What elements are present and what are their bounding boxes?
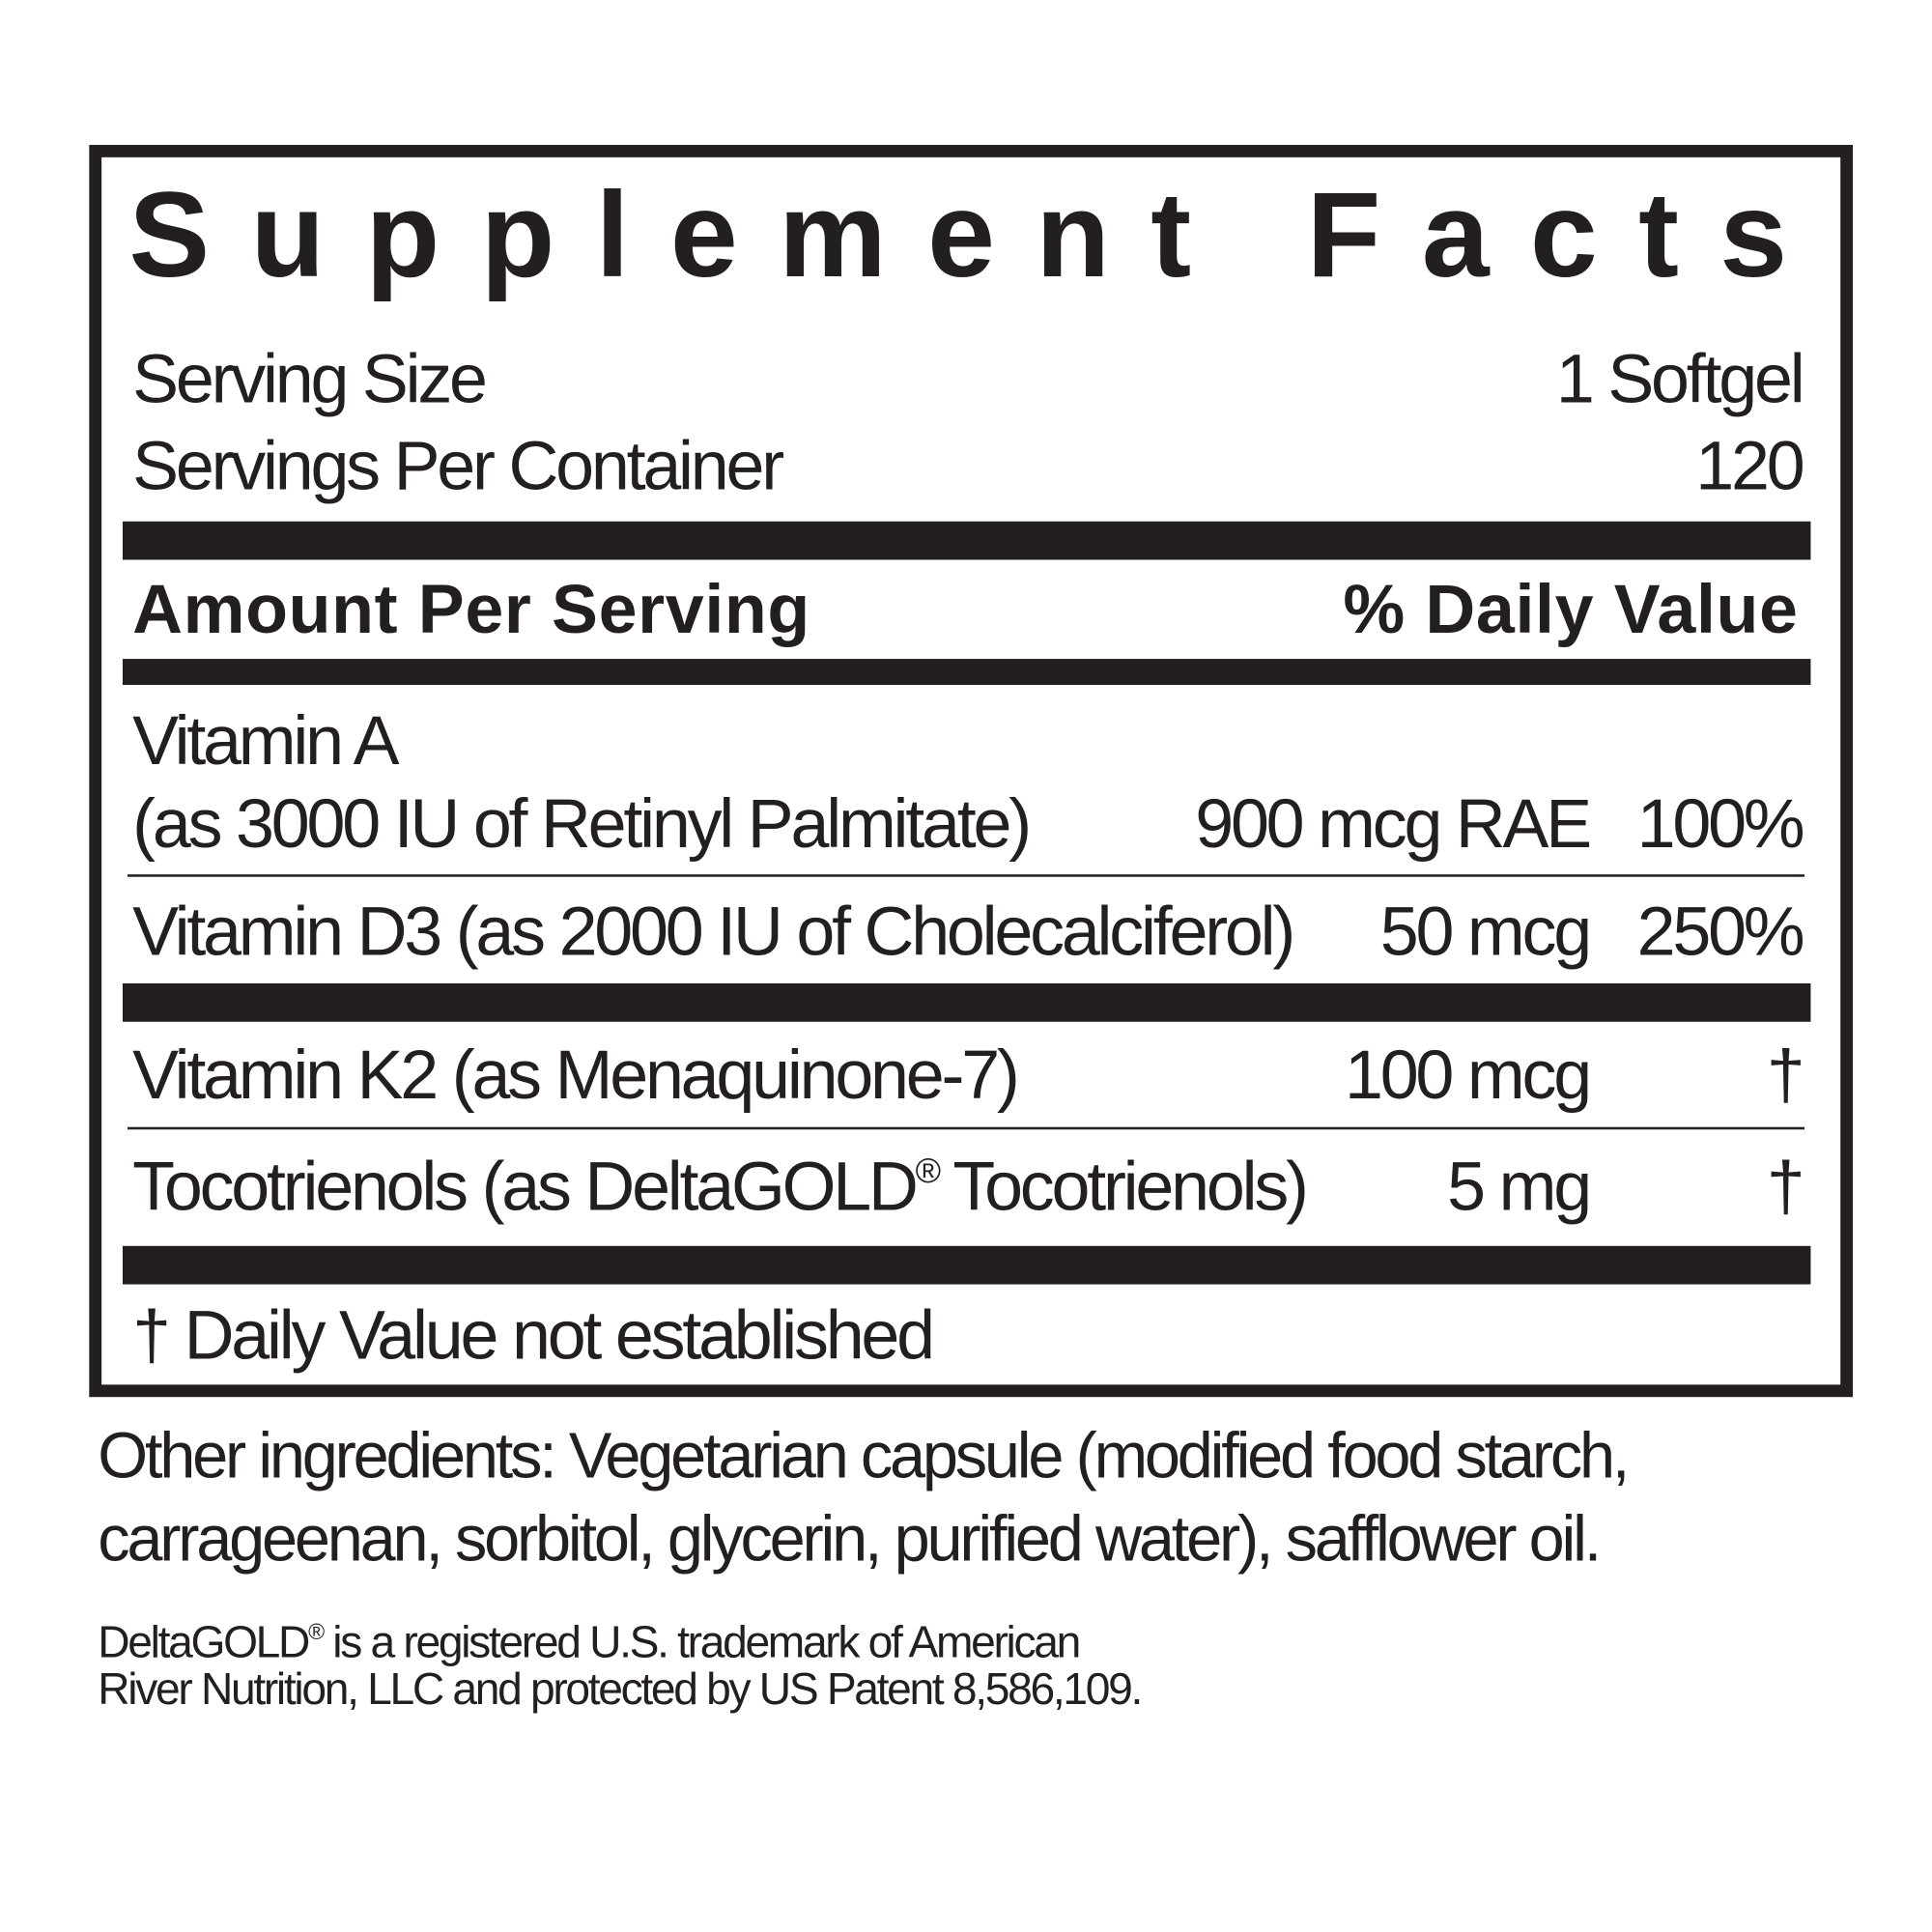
registered-mark: ®	[915, 1151, 941, 1190]
nutrient-name: Vitamin A	[132, 700, 399, 780]
nutrient-name: Tocotrienols (as DeltaGOLD® Tocotrienols…	[132, 1151, 1309, 1221]
nutrient-dv: 250%	[1636, 892, 1805, 970]
serving-size-value: 1 Softgel	[1555, 339, 1805, 418]
nutrient-amount: 100 mcg	[1344, 1035, 1592, 1114]
amount-per-serving-header: Amount Per Serving	[132, 569, 810, 648]
trademark-part: is a registered U.S. trademark of Americ…	[322, 1616, 1081, 1667]
servings-per-container-label: Servings Per Container	[132, 426, 784, 504]
nutrient-amount: 5 mg	[1447, 1147, 1592, 1225]
daily-value-header: % Daily Value	[1343, 569, 1799, 648]
nutrient-source: (as 3000 IU of Retinyl Palmitate)	[132, 783, 1032, 863]
other-ingredients-line: carrageenan, sorbitol, glycerin, purifie…	[98, 1503, 1602, 1576]
trademark-line: River Nutrition, LLC and protected by US…	[98, 1662, 1143, 1715]
medium-divider	[122, 659, 1811, 686]
serving-size-label: Serving Size	[132, 339, 488, 418]
thick-divider	[122, 982, 1811, 1022]
nutrient-dv: 100%	[1636, 783, 1805, 863]
panel-title: Supplement Facts	[128, 165, 1829, 302]
thin-divider	[128, 874, 1805, 877]
registered-mark: ®	[308, 1619, 325, 1645]
thin-divider	[128, 1126, 1805, 1130]
nutrient-name: Vitamin D3 (as 2000 IU of Cholecalcifero…	[132, 892, 1295, 970]
nutrient-dv: †	[1766, 1147, 1805, 1225]
nutrient-name-part: Tocotrienols)	[937, 1147, 1309, 1225]
thick-divider	[122, 1245, 1811, 1285]
nutrient-dv: †	[1766, 1035, 1805, 1114]
servings-per-container-value: 120	[1695, 426, 1804, 504]
trademark-part: DeltaGOLD	[98, 1616, 310, 1667]
nutrient-name: Vitamin K2 (as Menaquinone-7)	[132, 1035, 1020, 1114]
facts-panel-border	[89, 145, 1854, 1398]
nutrient-name-part: Tocotrienols (as DeltaGOLD	[132, 1147, 919, 1225]
trademark-line: DeltaGOLD® is a registered U.S. trademar…	[98, 1619, 1081, 1664]
other-ingredients-line: Other ingredients: Vegetarian capsule (m…	[98, 1420, 1630, 1492]
nutrient-amount: 900 mcg RAE	[1195, 783, 1592, 863]
nutrient-amount: 50 mcg	[1379, 892, 1592, 970]
footnote: † Daily Value not established	[132, 1295, 935, 1374]
thick-divider	[122, 521, 1811, 560]
